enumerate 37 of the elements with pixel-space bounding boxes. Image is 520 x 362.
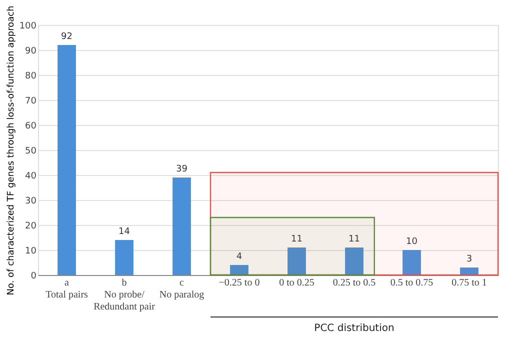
data-label: 92	[61, 32, 72, 42]
data-label: 4	[236, 252, 242, 262]
text: PCC distribution	[314, 323, 394, 334]
y-tick-label: 80	[25, 72, 37, 82]
bar	[230, 265, 248, 275]
data-label: 3	[466, 254, 472, 264]
bar	[345, 248, 364, 275]
data-label: 14	[118, 227, 130, 237]
y-tick-label: 50	[25, 146, 37, 156]
y-tick-label: 60	[25, 122, 37, 132]
y-tick-label: 20	[25, 222, 37, 232]
x-tick-label: c No paralog	[159, 278, 204, 300]
x-tick-label: 0.25 to 0.5	[332, 278, 376, 288]
x-tick-label: 0 to 0.25	[279, 278, 314, 288]
data-label: 10	[406, 237, 418, 247]
x-tick-label: b No probe/ Redundant pair	[94, 278, 156, 312]
x-tick-label: a Total pairs	[46, 278, 88, 300]
y-tick-label: 10	[25, 246, 37, 256]
bar	[460, 268, 478, 275]
y-axis-title: No. of characterized TF genes through loss-of-function approach	[6, 6, 16, 296]
bar	[172, 178, 191, 275]
data-label: 11	[291, 234, 302, 244]
y-tick-label: 30	[25, 196, 37, 206]
data-label: 39	[176, 164, 188, 174]
x-tick-label: 0.5 to 0.75	[390, 278, 434, 288]
y-tick-label: 90	[25, 46, 37, 56]
bar	[58, 45, 76, 275]
y-tick-label: 100	[19, 22, 37, 32]
y-tick-label: 70	[25, 96, 37, 106]
bar	[402, 250, 421, 275]
y-tick-label: 0	[30, 272, 37, 282]
data-label: 11	[348, 234, 360, 244]
bar	[288, 248, 306, 275]
bar	[115, 240, 134, 275]
x-tick-label: −0.25 to 0	[218, 278, 260, 288]
x-tick-label: 0.75 to 1	[452, 278, 487, 288]
y-tick-label: 40	[25, 172, 37, 182]
